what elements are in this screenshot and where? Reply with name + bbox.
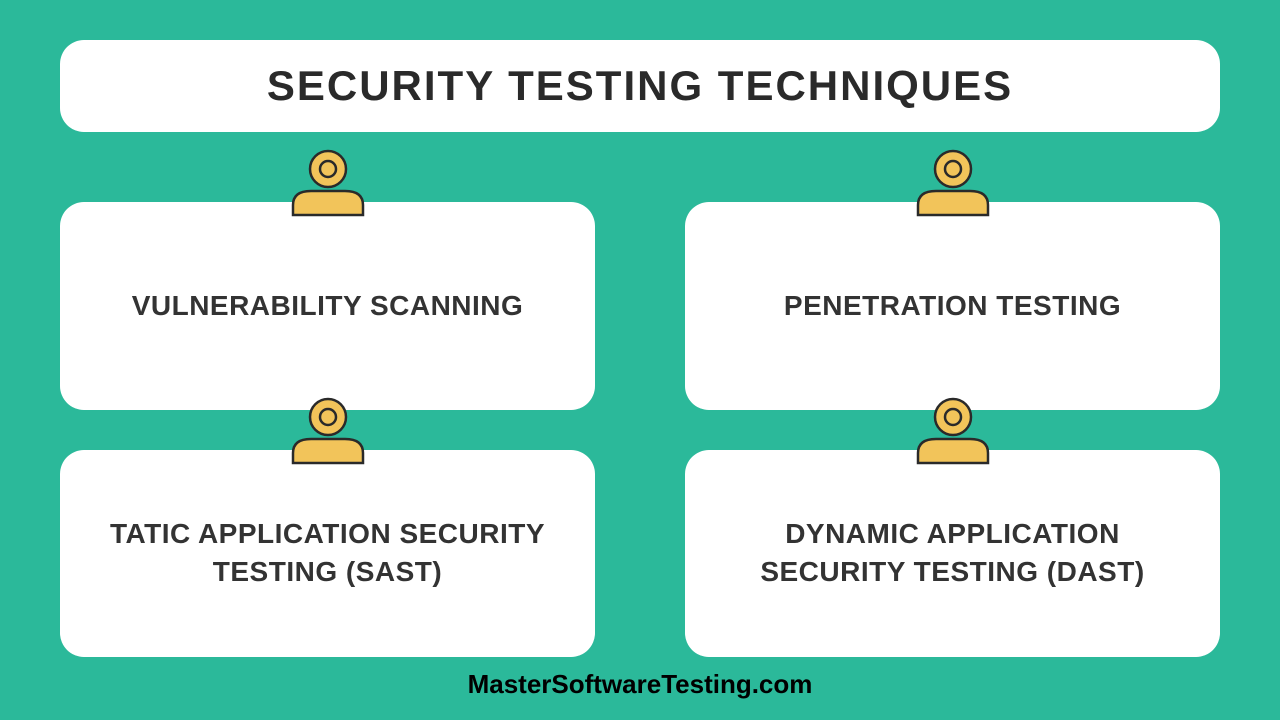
card-3-label: TATIC APPLICATION SECURITY TESTING (SAST… <box>90 515 565 591</box>
infographic-canvas: SECURITY TESTING TECHNIQUES VULNERABILIT… <box>0 0 1280 720</box>
title-box: SECURITY TESTING TECHNIQUES <box>60 40 1220 132</box>
card-1-label: VULNERABILITY SCANNING <box>132 287 524 325</box>
card-3: TATIC APPLICATION SECURITY TESTING (SAST… <box>60 450 595 658</box>
card-wrap-4: DYNAMIC APPLICATION SECURITY TESTING (DA… <box>685 450 1220 658</box>
card-grid: VULNERABILITY SCANNING PENETRATION TESTI… <box>60 202 1220 657</box>
title-text: SECURITY TESTING TECHNIQUES <box>267 62 1013 109</box>
card-2: PENETRATION TESTING <box>685 202 1220 410</box>
clipboard-pin-icon <box>283 147 373 219</box>
card-wrap-1: VULNERABILITY SCANNING <box>60 202 595 410</box>
card-1: VULNERABILITY SCANNING <box>60 202 595 410</box>
card-wrap-2: PENETRATION TESTING <box>685 202 1220 410</box>
clipboard-pin-icon <box>908 147 998 219</box>
card-4: DYNAMIC APPLICATION SECURITY TESTING (DA… <box>685 450 1220 658</box>
footer-label: MasterSoftwareTesting.com <box>468 669 813 699</box>
card-4-label: DYNAMIC APPLICATION SECURITY TESTING (DA… <box>715 515 1190 591</box>
card-wrap-3: TATIC APPLICATION SECURITY TESTING (SAST… <box>60 450 595 658</box>
clipboard-pin-icon <box>283 395 373 467</box>
footer-text: MasterSoftwareTesting.com <box>468 669 813 700</box>
card-2-label: PENETRATION TESTING <box>784 287 1121 325</box>
clipboard-pin-icon <box>908 395 998 467</box>
